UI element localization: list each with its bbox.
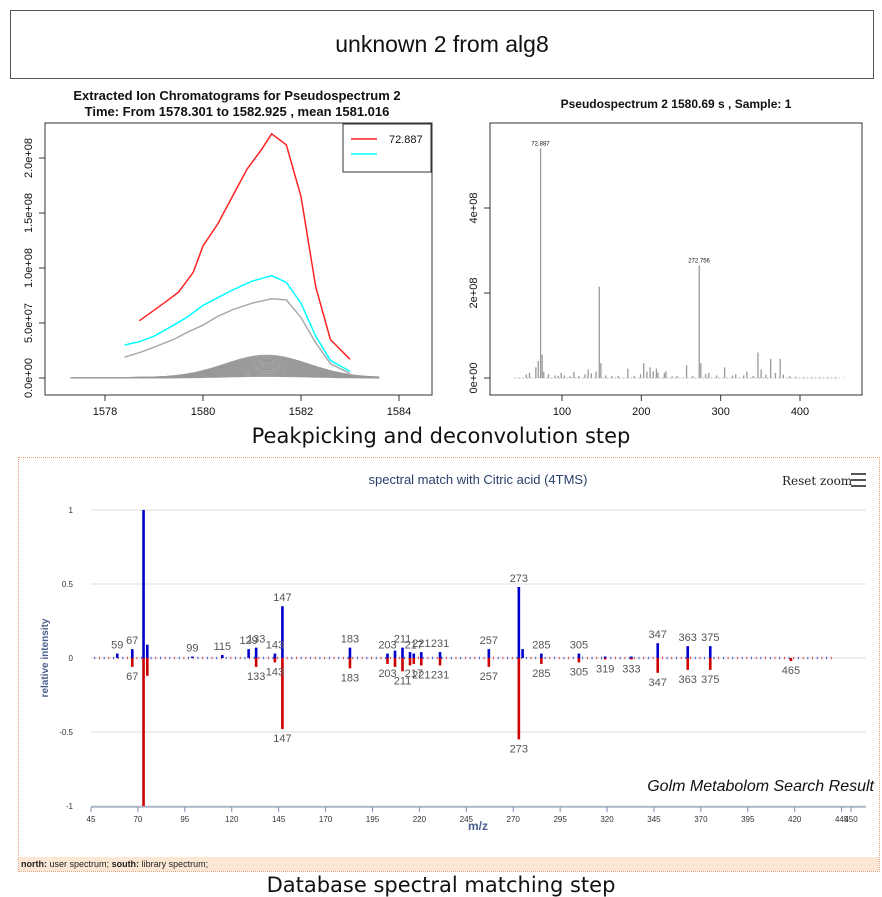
eic-legend-box <box>342 123 432 173</box>
eic-background-trace <box>70 372 380 379</box>
spectrum-legend-bar: north: user spectrum; south: library spe… <box>19 857 879 871</box>
pseudospectrum-y-tick-label: 2e+08 <box>468 278 480 309</box>
pseudospectrum-x-tick-label: 100 <box>553 406 571 418</box>
legend-north-label: north: <box>21 859 47 869</box>
eic-background-trace <box>70 356 380 379</box>
eic-y-tick-label: 1.0e+08 <box>23 248 35 288</box>
eic-background-trace <box>70 373 380 379</box>
pseudospectrum-x-tick-label: 300 <box>711 406 729 418</box>
eic-y-tick-label: 5.0e+07 <box>23 303 35 343</box>
eic-series-line <box>138 132 351 360</box>
golm-panel <box>18 457 880 872</box>
pseudospectrum-peak-label: 72.887 <box>531 142 550 148</box>
eic-background-trace <box>70 363 380 379</box>
eic-y-tick-label: 1.5e+08 <box>23 193 35 233</box>
eic-background-trace <box>70 369 380 379</box>
pseudospectrum-y-tick-label: 0e+00 <box>468 363 480 394</box>
eic-legend-label: 72.887 <box>389 134 423 146</box>
eic-background-trace <box>70 358 380 379</box>
eic-background-trace <box>70 371 380 379</box>
eic-series-line <box>124 298 351 375</box>
eic-y-tick-label: 0.0e+00 <box>23 358 35 398</box>
eic-background-trace <box>70 362 380 379</box>
eic-x-tick-label: 1582 <box>289 406 313 418</box>
pseudospectrum-plot-frame <box>489 122 863 396</box>
eic-background-trace <box>70 367 380 379</box>
eic-x-tick-label: 1578 <box>93 406 117 418</box>
eic-x-tick-label: 1584 <box>387 406 411 418</box>
eic-background-trace <box>70 374 380 379</box>
figure-title: unknown 2 from alg8 <box>10 10 874 79</box>
hamburger-menu-icon[interactable] <box>851 473 866 487</box>
eic-subtitle: Time: From 1578.301 to 1582.925 , mean 1… <box>85 104 390 119</box>
legend-south-text: library spectrum; <box>141 859 209 869</box>
pseudospectrum-x-tick-label: 400 <box>791 406 809 418</box>
eic-background-trace <box>70 365 380 379</box>
reset-zoom-button[interactable]: Reset zoom <box>782 474 853 488</box>
eic-series-line <box>124 274 351 373</box>
pseudospectrum-title: Pseudospectrum 2 1580.69 s , Sample: 1 <box>561 97 792 111</box>
eic-background-trace <box>70 358 380 379</box>
eic-background-trace <box>70 360 380 379</box>
pseudospectrum-x-tick-label: 200 <box>632 406 650 418</box>
legend-south-label: south: <box>111 859 140 869</box>
eic-title: Extracted Ion Chromatograms for Pseudosp… <box>73 88 400 103</box>
eic-background-trace <box>70 366 380 379</box>
eic-background-trace <box>70 357 380 379</box>
eic-background-trace <box>70 355 380 379</box>
eic-x-tick-label: 1580 <box>191 406 215 418</box>
eic-background-trace <box>70 370 380 379</box>
eic-background-trace <box>70 369 380 379</box>
eic-background-trace <box>70 371 380 379</box>
eic-background-trace <box>70 365 380 379</box>
eic-background-trace <box>70 368 380 379</box>
step-caption-peakpicking: Peakpicking and deconvolution step <box>251 424 631 448</box>
eic-background-trace <box>70 367 380 379</box>
eic-y-tick-label: 2.0e+08 <box>23 138 35 178</box>
eic-background-trace <box>70 356 380 379</box>
eic-background-trace <box>70 362 380 379</box>
eic-background-trace <box>70 359 380 379</box>
eic-background-trace <box>70 374 380 379</box>
eic-background-trace <box>70 361 380 379</box>
eic-background-trace <box>70 354 380 379</box>
eic-background-trace <box>70 375 380 379</box>
pseudospectrum-y-tick-label: 4e+08 <box>468 193 480 224</box>
step-caption-database: Database spectral matching step <box>266 873 616 897</box>
legend-north-text: user spectrum; <box>49 859 110 869</box>
eic-background-trace <box>70 364 380 379</box>
eic-plot-frame <box>44 122 433 396</box>
pseudospectrum-peak-label: 272.756 <box>688 258 710 264</box>
